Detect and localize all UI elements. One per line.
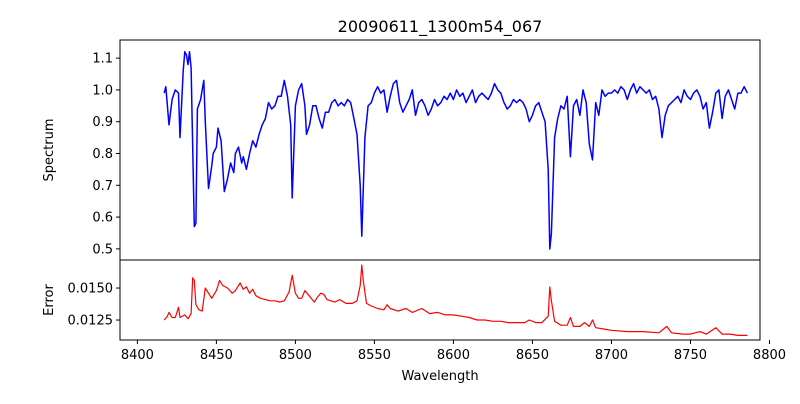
error-ylabel: Error bbox=[42, 284, 57, 316]
chart-title: 20090611_1300m54_067 bbox=[338, 17, 543, 37]
error-series-line bbox=[163, 264, 748, 336]
ytick-label: 0.9 bbox=[92, 115, 113, 130]
ytick-label: 0.8 bbox=[92, 147, 113, 162]
ytick-label: 1.0 bbox=[92, 83, 113, 98]
spectrum-series-line bbox=[163, 51, 749, 250]
xtick-label: 8800 bbox=[753, 348, 786, 363]
ytick-label: 0.7 bbox=[92, 179, 113, 194]
ytick-label: 0.0150 bbox=[68, 282, 114, 297]
ytick-label: 0.0125 bbox=[68, 314, 114, 329]
error-axes-frame bbox=[119, 259, 761, 341]
ytick-label: 1.1 bbox=[92, 52, 113, 67]
ytick-label: 0.6 bbox=[92, 211, 113, 226]
xtick-label: 8550 bbox=[358, 348, 391, 363]
xtick-label: 8650 bbox=[516, 348, 549, 363]
spectrum-ylabel: Spectrum bbox=[42, 119, 57, 182]
xtick-label: 8700 bbox=[595, 348, 628, 363]
xtick-label: 8500 bbox=[279, 348, 312, 363]
error-axes: 0.0125 0.0150 8400 8450 8500 8550 8600 8650 870… bbox=[42, 259, 786, 384]
ytick-label: 0.5 bbox=[92, 242, 113, 257]
xlabel: Wavelength bbox=[401, 369, 478, 384]
xtick-label: 8750 bbox=[674, 348, 707, 363]
xtick-label: 8400 bbox=[121, 348, 154, 363]
xtick-label: 8600 bbox=[437, 348, 470, 363]
xtick-label: 8450 bbox=[200, 348, 233, 363]
